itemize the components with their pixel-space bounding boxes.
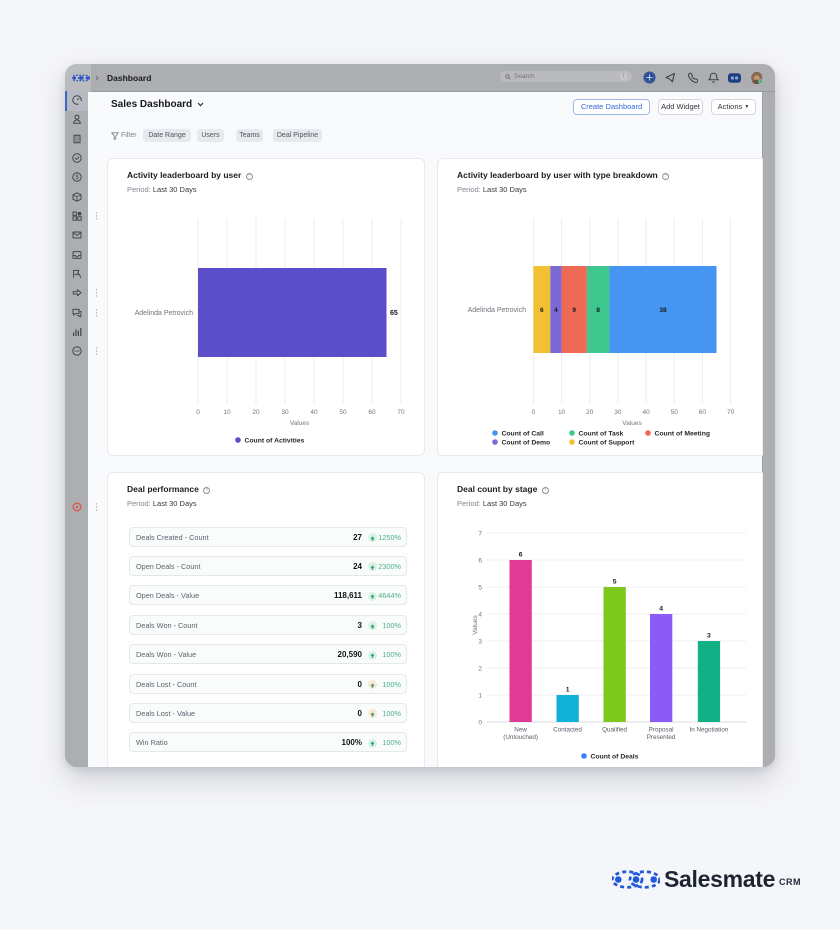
svg-text:40: 40 [642,409,650,416]
svg-text:70: 70 [727,409,735,416]
svg-text:3: 3 [707,633,711,640]
svg-text:20: 20 [252,409,260,416]
svg-text:In Negotiation: In Negotiation [689,727,728,734]
svg-text:65: 65 [390,310,398,317]
svg-text:4: 4 [478,612,482,619]
svg-text:(Untouched): (Untouched) [503,734,538,741]
svg-text:5: 5 [478,585,482,592]
svg-text:70: 70 [397,409,405,416]
svg-text:Count of Activities: Count of Activities [245,438,305,445]
svg-text:20: 20 [586,409,594,416]
svg-text:Count of Call: Count of Call [502,431,544,438]
svg-text:9: 9 [572,307,576,314]
svg-text:Qualified: Qualified [602,727,627,734]
svg-text:$: $ [75,176,79,182]
svg-text:4: 4 [554,307,558,314]
svg-text:3: 3 [478,639,482,646]
svg-text:Presented: Presented [647,734,676,741]
svg-text:6: 6 [478,558,482,565]
svg-text:Count of Support: Count of Support [579,440,636,447]
svg-text:1: 1 [566,687,570,694]
svg-text:30: 30 [281,409,289,416]
svg-text:Values: Values [472,615,479,635]
svg-text:New: New [514,727,527,734]
svg-text:6: 6 [519,552,523,559]
svg-text:Count of Meeting: Count of Meeting [655,431,711,438]
svg-text:1: 1 [478,693,482,700]
svg-text:10: 10 [223,409,231,416]
svg-text:4: 4 [659,606,663,613]
svg-text:Values: Values [290,420,310,427]
svg-text:10: 10 [558,409,566,416]
svg-text:60: 60 [699,409,707,416]
svg-text:6: 6 [540,307,544,314]
svg-text:30: 30 [614,409,622,416]
svg-text:Values: Values [622,420,642,427]
svg-text:0: 0 [478,720,482,727]
svg-text:7: 7 [478,531,482,538]
svg-text:0: 0 [532,409,536,416]
svg-text:40: 40 [310,409,318,416]
svg-text:Count of Deals: Count of Deals [591,754,639,761]
svg-text:8: 8 [596,307,600,314]
svg-text:Count of Task: Count of Task [579,431,624,438]
svg-text:Proposal: Proposal [649,727,674,734]
svg-text:0: 0 [196,409,200,416]
svg-text:2: 2 [478,666,482,673]
svg-text:Adelinda Petrovich: Adelinda Petrovich [468,307,526,314]
svg-text:Adelinda Petrovich: Adelinda Petrovich [135,310,193,317]
svg-text:50: 50 [339,409,347,416]
svg-text:Contacted: Contacted [553,727,582,734]
svg-text:5: 5 [613,579,617,586]
svg-text:60: 60 [368,409,376,416]
svg-text:Count of Demo: Count of Demo [502,440,551,447]
svg-text:38: 38 [659,307,667,314]
svg-text:50: 50 [671,409,679,416]
